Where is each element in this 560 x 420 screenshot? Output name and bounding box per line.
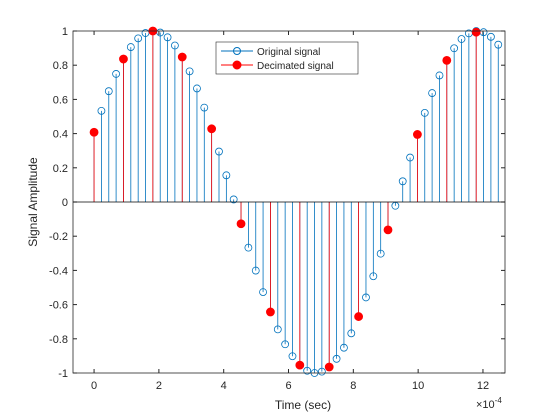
stem-marker (362, 293, 370, 302)
stem-marker (244, 243, 253, 252)
x-exponent: -4 (495, 396, 503, 405)
stem-marker (369, 272, 378, 281)
stem-marker (406, 153, 414, 162)
legend-label: Original signal (257, 47, 320, 58)
y-tick-label: 0.6 (53, 94, 68, 106)
stem-marker (119, 54, 128, 64)
stem-marker (185, 67, 194, 76)
y-tick-label: 1 (62, 26, 68, 38)
stem-marker (134, 34, 143, 43)
y-tick-label: 0.4 (53, 129, 68, 141)
stem-marker (200, 103, 209, 112)
x-tick-label: 6 (285, 380, 291, 392)
x-tick-label: 10 (412, 380, 424, 392)
stem-marker (413, 130, 422, 139)
stem-marker (471, 27, 481, 37)
stem-marker (104, 87, 113, 96)
x-tick-label: 0 (91, 380, 97, 392)
stem-marker (112, 70, 121, 78)
legend-marker (232, 60, 242, 70)
stem-marker (450, 44, 459, 53)
stem-marker (229, 195, 238, 204)
x-tick-label: 4 (221, 380, 227, 392)
stem-marker (288, 352, 297, 361)
stem-marker (251, 266, 260, 275)
stem-marker (236, 219, 246, 229)
stem-marker (97, 106, 106, 115)
stem-marker (398, 177, 407, 186)
x-tick-label: 8 (350, 380, 356, 392)
stem-marker (420, 109, 429, 117)
x-scale-label: ×10-4 (476, 396, 502, 411)
x-scale: ×10 (476, 399, 495, 411)
stem-marker (207, 124, 217, 134)
stem-marker (435, 71, 444, 80)
stem-marker (303, 366, 312, 375)
stem-marker (428, 89, 437, 97)
legend-marker (233, 47, 241, 55)
stem-marker (383, 225, 393, 235)
stem-marker (163, 33, 172, 42)
stem-marker (177, 52, 187, 62)
stem-marker (126, 43, 135, 51)
stem-marker (193, 84, 201, 93)
stem-marker (317, 367, 326, 376)
stem-marker (340, 343, 348, 352)
stem-marker (347, 329, 356, 338)
x-axis-label: Time (sec) (275, 398, 331, 412)
y-axis-label: Signal Amplitude (26, 157, 40, 247)
stem-marker (89, 127, 99, 137)
stem-marker (281, 340, 290, 349)
stem-marker (376, 249, 385, 258)
y-tick-label: -0.6 (49, 300, 68, 312)
stem-marker (354, 312, 364, 321)
y-tick-label: 0.2 (53, 163, 68, 175)
legend-box (215, 41, 359, 75)
stem-marker (222, 171, 231, 180)
stem-marker (266, 307, 275, 317)
y-tick-label: -0.2 (49, 231, 68, 243)
stem-marker (295, 360, 305, 370)
stem-marker (273, 325, 282, 334)
x-tick-label: 2 (156, 380, 162, 392)
stem-marker (332, 354, 341, 363)
stem-marker (215, 147, 223, 156)
stem-marker (170, 41, 179, 50)
stem-marker (457, 35, 466, 43)
axes-frame (72, 30, 506, 374)
stem-marker (324, 362, 334, 372)
y-tick-label: -0.4 (49, 265, 68, 277)
legend-label: Decimated signal (257, 61, 334, 72)
stem-marker (494, 40, 503, 49)
stem-marker (259, 288, 267, 297)
y-tick-label: 0.8 (53, 60, 68, 72)
y-tick-label: -1 (58, 368, 68, 380)
x-tick-label: 12 (477, 380, 489, 392)
y-tick-label: -0.8 (49, 334, 68, 346)
stem-marker (442, 56, 452, 65)
stem-marker (487, 32, 495, 41)
y-tick-label: 0 (62, 197, 68, 209)
